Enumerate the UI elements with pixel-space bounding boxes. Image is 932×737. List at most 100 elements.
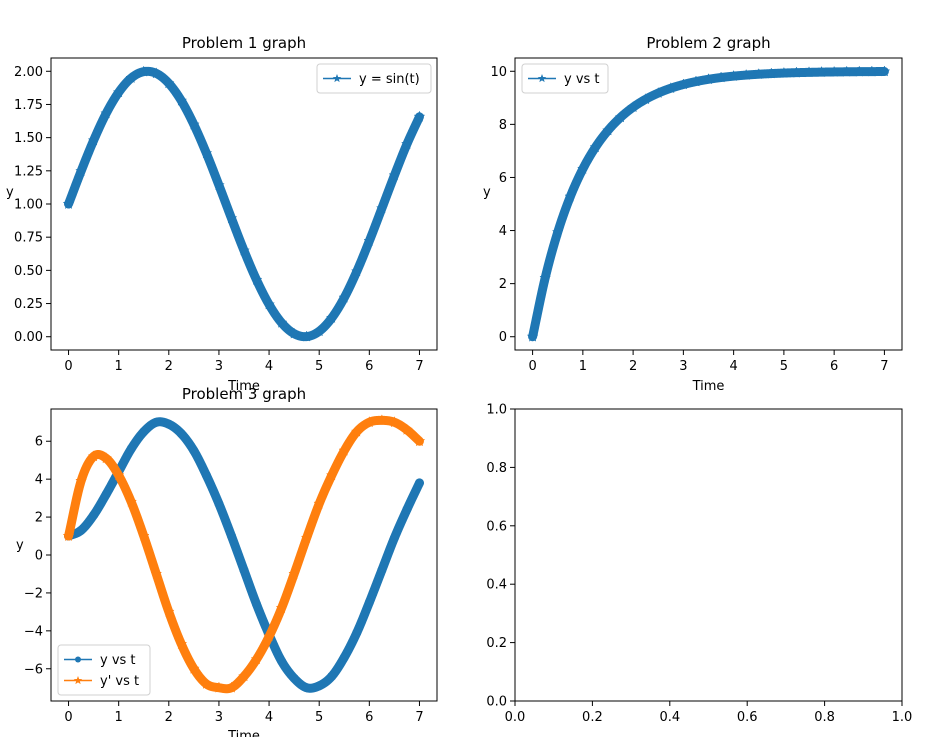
y-tick-label: 6 (499, 171, 507, 186)
data-point (126, 444, 136, 454)
series-1-band (64, 66, 424, 342)
data-point (840, 65, 853, 77)
data-point (125, 71, 138, 84)
legend: y vs t (521, 63, 609, 94)
x-tick-label: 0.2 (582, 710, 603, 725)
y-tick-label: 0.25 (14, 297, 43, 312)
data-point (551, 226, 564, 238)
y-tick-label: 1.50 (14, 131, 43, 146)
data-point (413, 435, 426, 447)
data-point (289, 673, 299, 683)
data-point (75, 474, 87, 487)
x-tick-label: 0.8 (814, 710, 835, 725)
series-1-line (67, 70, 421, 338)
data-point (363, 416, 376, 428)
data-point (137, 65, 150, 77)
series-1-band (528, 67, 889, 342)
legend-box (57, 644, 151, 696)
data-point (175, 94, 188, 106)
data-point (225, 681, 238, 693)
y-tick-label: 0.2 (486, 636, 507, 651)
data-point (539, 271, 552, 284)
y-tick-label: 0 (499, 330, 507, 345)
x-tick-label: 1.0 (892, 710, 913, 725)
data-point (526, 330, 539, 342)
data-point (338, 291, 351, 303)
data-point (252, 599, 262, 609)
data-point (828, 65, 841, 77)
data-point (602, 124, 614, 136)
data-point (690, 75, 702, 87)
data-point (364, 597, 374, 607)
data-point (213, 179, 225, 191)
data-point (76, 525, 86, 535)
data-point (162, 77, 175, 89)
x-tick-label: 2 (165, 710, 173, 725)
data-point (175, 637, 188, 650)
chart-title: Problem 3 graph (182, 385, 306, 403)
y-tick-label: −4 (24, 624, 43, 639)
data-point (89, 510, 99, 520)
data-point (137, 529, 150, 542)
x-tick-label: 5 (315, 710, 323, 725)
data-point (238, 670, 250, 682)
data-point (639, 93, 652, 105)
x-tick-label: 1 (115, 359, 123, 374)
data-point (664, 82, 677, 94)
legend-box (316, 63, 432, 94)
data-point (62, 197, 75, 210)
data-point (275, 601, 288, 614)
data-point (389, 533, 399, 543)
subplot-2: 0 1 2 3 4 5 6 7 0 2 4 6 8 10 Problem 2 graph Time y y vs … (483, 34, 903, 394)
x-tick-label: 4 (265, 710, 273, 725)
data-point (302, 683, 312, 693)
y-tick-label: 2 (499, 277, 507, 292)
data-point (164, 419, 174, 429)
data-point (100, 452, 113, 464)
x-tick-label: 5 (780, 359, 788, 374)
legend-label: y vs t (100, 653, 136, 668)
data-point (402, 504, 412, 514)
x-tick-label: 0.0 (505, 710, 526, 725)
data-point (75, 165, 87, 177)
legend-label: y' vs t (100, 674, 139, 689)
data-point (277, 656, 287, 666)
subplot-3: 0 1 2 3 4 5 6 7 −6 −4 −2 0 2 4 6 Problem 3 graph Time y y … (16, 385, 438, 737)
data-point (375, 414, 388, 426)
series-1-line (531, 70, 885, 337)
y-tick-label: 1.0 (486, 403, 507, 418)
data-point (187, 118, 200, 130)
data-point (564, 190, 577, 202)
axes-frame (514, 57, 903, 351)
data-point (250, 653, 263, 665)
subplot-1: 0 1 2 3 4 5 6 7 0.00 0.25 0.50 0.75 1.00 1.25 1.50 1.75… (6, 34, 438, 394)
data-point (375, 202, 388, 214)
data-point (201, 470, 211, 480)
x-tick-label: 1 (115, 710, 123, 725)
axes-frame (514, 408, 903, 702)
data-point (239, 565, 249, 575)
legend-label: y vs t (564, 72, 600, 87)
data-point (112, 86, 125, 98)
data-point (176, 429, 186, 439)
legend: y = sin(t) (316, 63, 432, 94)
data-point (263, 630, 275, 642)
data-point (702, 73, 715, 85)
y-tick-label: 2.00 (14, 65, 43, 80)
data-point (727, 69, 740, 82)
data-point (815, 65, 828, 78)
y-tick-label: 4 (35, 473, 43, 488)
y-tick-label: 0.50 (14, 264, 43, 279)
y-tick-label: 0.6 (486, 519, 507, 534)
x-tick-label: 0.6 (737, 710, 758, 725)
data-point (150, 567, 163, 579)
data-point (388, 416, 401, 428)
data-point (313, 325, 326, 337)
y-axis-title: y (6, 185, 14, 200)
y-tick-label: 0.0 (486, 695, 507, 710)
x-tick-label: 0 (64, 359, 72, 374)
data-point (325, 311, 338, 324)
chart-title: Problem 1 graph (182, 34, 306, 52)
data-point (377, 565, 387, 575)
data-point (350, 265, 363, 277)
